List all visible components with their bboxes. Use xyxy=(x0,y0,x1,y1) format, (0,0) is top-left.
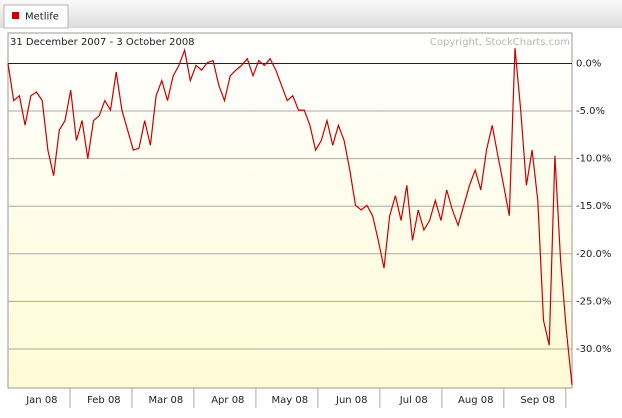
tab-bar xyxy=(0,0,622,28)
x-tick-label: Feb 08 xyxy=(87,395,121,406)
legend-tab[interactable] xyxy=(3,4,69,29)
y-tick-label: -5.0% xyxy=(576,106,605,117)
x-tick-label: Jun 08 xyxy=(335,395,368,406)
x-tick-label: Jul 08 xyxy=(399,395,428,406)
y-tick-label: -30.0% xyxy=(576,344,611,355)
y-tick-label: -25.0% xyxy=(576,296,611,307)
y-tick-label: 0.0% xyxy=(576,58,601,69)
x-tick-label: Jan 08 xyxy=(25,395,57,406)
y-tick-label: -10.0% xyxy=(576,154,611,165)
x-tick-label: Apr 08 xyxy=(211,395,244,406)
legend-label: Metlife xyxy=(25,12,59,23)
price-line xyxy=(7,47,573,386)
x-tick-label: May 08 xyxy=(272,395,309,406)
y-tick-label: -15.0% xyxy=(576,201,611,212)
x-tick-label: Aug 08 xyxy=(458,395,493,406)
plot-area xyxy=(7,32,573,389)
legend-swatch xyxy=(12,12,19,19)
x-tick-label: Mar 08 xyxy=(148,395,183,406)
x-tick-label: Sep 08 xyxy=(520,395,555,406)
y-tick-label: -20.0% xyxy=(576,249,611,260)
subtitle: 31 December 2007 - 3 October 2008 xyxy=(10,37,195,48)
copyright: Copyright, StockCharts.com xyxy=(430,37,570,48)
